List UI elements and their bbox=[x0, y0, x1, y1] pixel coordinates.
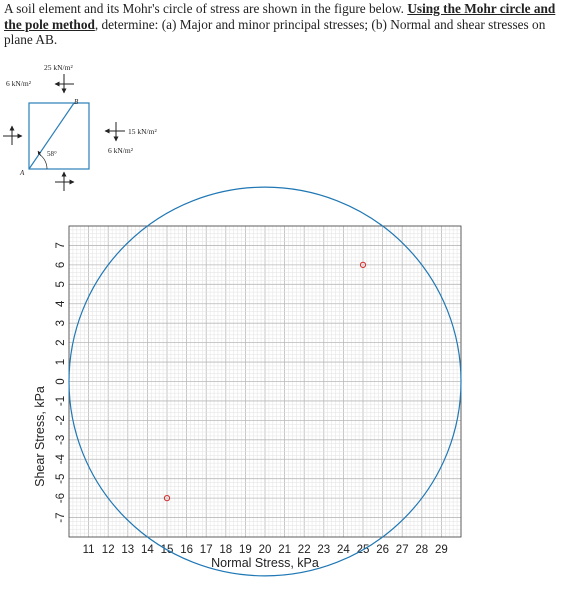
y-tick-label: -7 bbox=[55, 512, 67, 522]
problem-statement: A soil element and its Mohr's circle of … bbox=[4, 1, 556, 48]
y-tick-label: -6 bbox=[55, 493, 67, 503]
right-normal-stress-label: 15 kN/m² bbox=[128, 127, 157, 136]
problem-text-intro: A soil element and its Mohr's circle of … bbox=[4, 1, 408, 16]
x-tick-label: 26 bbox=[376, 544, 389, 556]
x-tick-label: 20 bbox=[259, 544, 272, 556]
right-stress-arrows bbox=[104, 122, 125, 142]
y-tick-label: 6 bbox=[55, 262, 67, 268]
x-tick-label: 13 bbox=[121, 544, 134, 556]
y-tick-label: -2 bbox=[55, 415, 67, 425]
x-tick-label: 12 bbox=[102, 544, 115, 556]
x-tick-label: 29 bbox=[435, 544, 448, 556]
x-tick-label: 11 bbox=[83, 544, 95, 556]
y-tick-label: 7 bbox=[55, 242, 67, 248]
x-tick-label: 23 bbox=[317, 544, 330, 556]
angle-arrow bbox=[37, 150, 42, 157]
soil-element-square bbox=[28, 102, 90, 170]
x-tick-labels: 11 12 13 14 15 16 17 18 19 20 21 22 23 24 25 26 27 28 29 bbox=[83, 544, 448, 556]
y-tick-label: -3 bbox=[55, 435, 67, 445]
point-b-label: B bbox=[74, 98, 79, 106]
left-stress-arrows bbox=[3, 125, 23, 145]
x-tick-label: 17 bbox=[200, 544, 213, 556]
x-tick-label: 14 bbox=[141, 544, 154, 556]
y-tick-label: 3 bbox=[55, 320, 67, 326]
chart-series bbox=[68, 186, 462, 577]
angle-label: 58° bbox=[47, 150, 57, 158]
x-tick-label: 19 bbox=[239, 544, 252, 556]
problem-text-emphasis: Using the Mohr circle and the pole metho… bbox=[4, 1, 556, 32]
x-tick-label: 18 bbox=[219, 544, 232, 556]
y-tick-label: -1 bbox=[55, 396, 67, 406]
y-tick-label: -4 bbox=[55, 454, 67, 465]
right-shear-stress-label: 6 kN/m² bbox=[108, 146, 134, 155]
y-tick-label: -5 bbox=[55, 474, 67, 484]
plane-ab bbox=[28, 102, 75, 170]
x-tick-label: 24 bbox=[337, 544, 350, 556]
top-normal-stress-label: 25 kN/m² bbox=[44, 63, 73, 72]
problem-text-tasks: , determine: (a) Major and minor princip… bbox=[4, 16, 546, 48]
x-tick-label: 27 bbox=[396, 544, 409, 556]
x-tick-label: 22 bbox=[298, 544, 311, 556]
y-tick-label: 4 bbox=[55, 300, 67, 307]
stress-point bbox=[359, 261, 367, 268]
y-tick-label: 1 bbox=[55, 359, 67, 365]
mohr-circle bbox=[68, 186, 462, 577]
y-tick-labels: 7 6 5 4 3 2 1 0 -1 -2 -3 -4 -5 -6 -7 bbox=[55, 242, 67, 522]
x-tick-label: 21 bbox=[278, 544, 291, 556]
y-tick-label: 5 bbox=[55, 281, 67, 287]
bottom-stress-arrows bbox=[55, 171, 75, 191]
top-stress-arrows bbox=[54, 74, 74, 94]
x-tick-label: 28 bbox=[415, 544, 428, 556]
y-tick-label: 0 bbox=[55, 378, 67, 384]
y-axis-label: Shear Stress, kPa bbox=[33, 386, 47, 487]
left-shear-stress-label: 6 kN/m² bbox=[6, 79, 32, 88]
y-tick-label: 2 bbox=[55, 339, 67, 345]
point-a-label: A bbox=[19, 169, 25, 177]
stress-point bbox=[163, 495, 171, 502]
chart-grid bbox=[68, 225, 462, 538]
x-axis-label: Normal Stress, kPa bbox=[211, 556, 319, 570]
x-tick-label: 16 bbox=[180, 544, 193, 556]
soil-element-figure: 25 kN/m² 6 kN/m² B A 58° 15 kN/m² 6 kN/m… bbox=[3, 63, 157, 191]
